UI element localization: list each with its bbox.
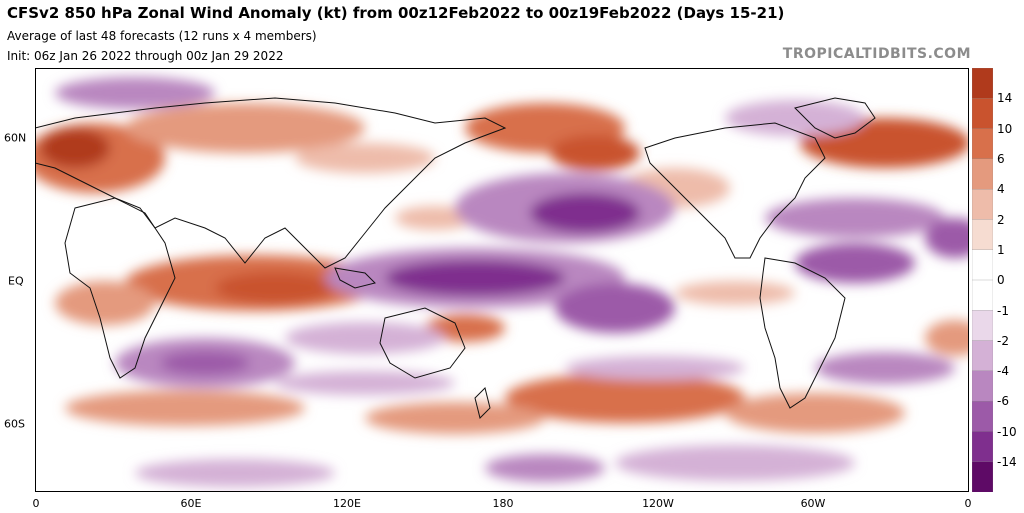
coastlines (35, 97, 876, 419)
colorbar-swatch (972, 400, 993, 433)
colorbar-label: -6 (997, 394, 1009, 408)
map-subtitle: Average of last 48 forecasts (12 runs x … (7, 29, 317, 43)
colorbar-label: 4 (997, 182, 1005, 196)
colorbar-label: -1 (997, 304, 1009, 318)
colorbar-swatch (972, 310, 993, 342)
lon-label-60w: 60W (800, 497, 826, 510)
lon-label-180: 180 (492, 497, 514, 510)
colorbar-swatch (972, 188, 993, 221)
colorbar-label: -2 (997, 334, 1009, 348)
brand-watermark: TROPICALTIDBITS.COM (782, 46, 971, 62)
colorbar-swatch (972, 431, 993, 463)
colorbar-label: 0 (997, 273, 1005, 287)
colorbar-label: -10 (997, 425, 1017, 439)
colorbar-label: -4 (997, 364, 1009, 378)
lon-label-120w: 120W (642, 497, 674, 510)
colorbar-swatch (972, 461, 993, 492)
lat-label-60n: 60N (4, 131, 27, 145)
colorbar-swatch (972, 370, 993, 402)
colorbar-swatch (972, 158, 993, 190)
lat-label-eq: EQ (8, 274, 24, 288)
colorbar-label: -14 (997, 455, 1017, 469)
lon-label-120e: 120E (333, 497, 361, 510)
colorbar-swatch (972, 340, 993, 372)
colorbar-swatch (972, 249, 993, 281)
lat-label-60s: 60S (4, 417, 25, 431)
colorbar (972, 68, 993, 492)
colorbar-label: 2 (997, 213, 1005, 227)
anomaly-map (35, 68, 969, 492)
lon-label-0-west: 0 (32, 497, 40, 510)
anomaly-field (35, 77, 969, 487)
colorbar-swatch (972, 279, 993, 311)
map-title: CFSv2 850 hPa Zonal Wind Anomaly (kt) fr… (7, 4, 785, 22)
colorbar-swatch (972, 219, 993, 251)
colorbar-label: 1 (997, 243, 1005, 257)
colorbar-label: 10 (997, 122, 1013, 136)
colorbar-label: 14 (997, 91, 1013, 105)
colorbar-swatch (972, 128, 993, 160)
colorbar-swatch (972, 98, 993, 130)
lon-label-0-east: 0 (964, 497, 972, 510)
colorbar-label: 6 (997, 152, 1005, 166)
colorbar-swatch (972, 68, 993, 99)
init-times: Init: 06z Jan 26 2022 through 00z Jan 29… (7, 49, 284, 63)
lon-label-60e: 60E (180, 497, 202, 510)
